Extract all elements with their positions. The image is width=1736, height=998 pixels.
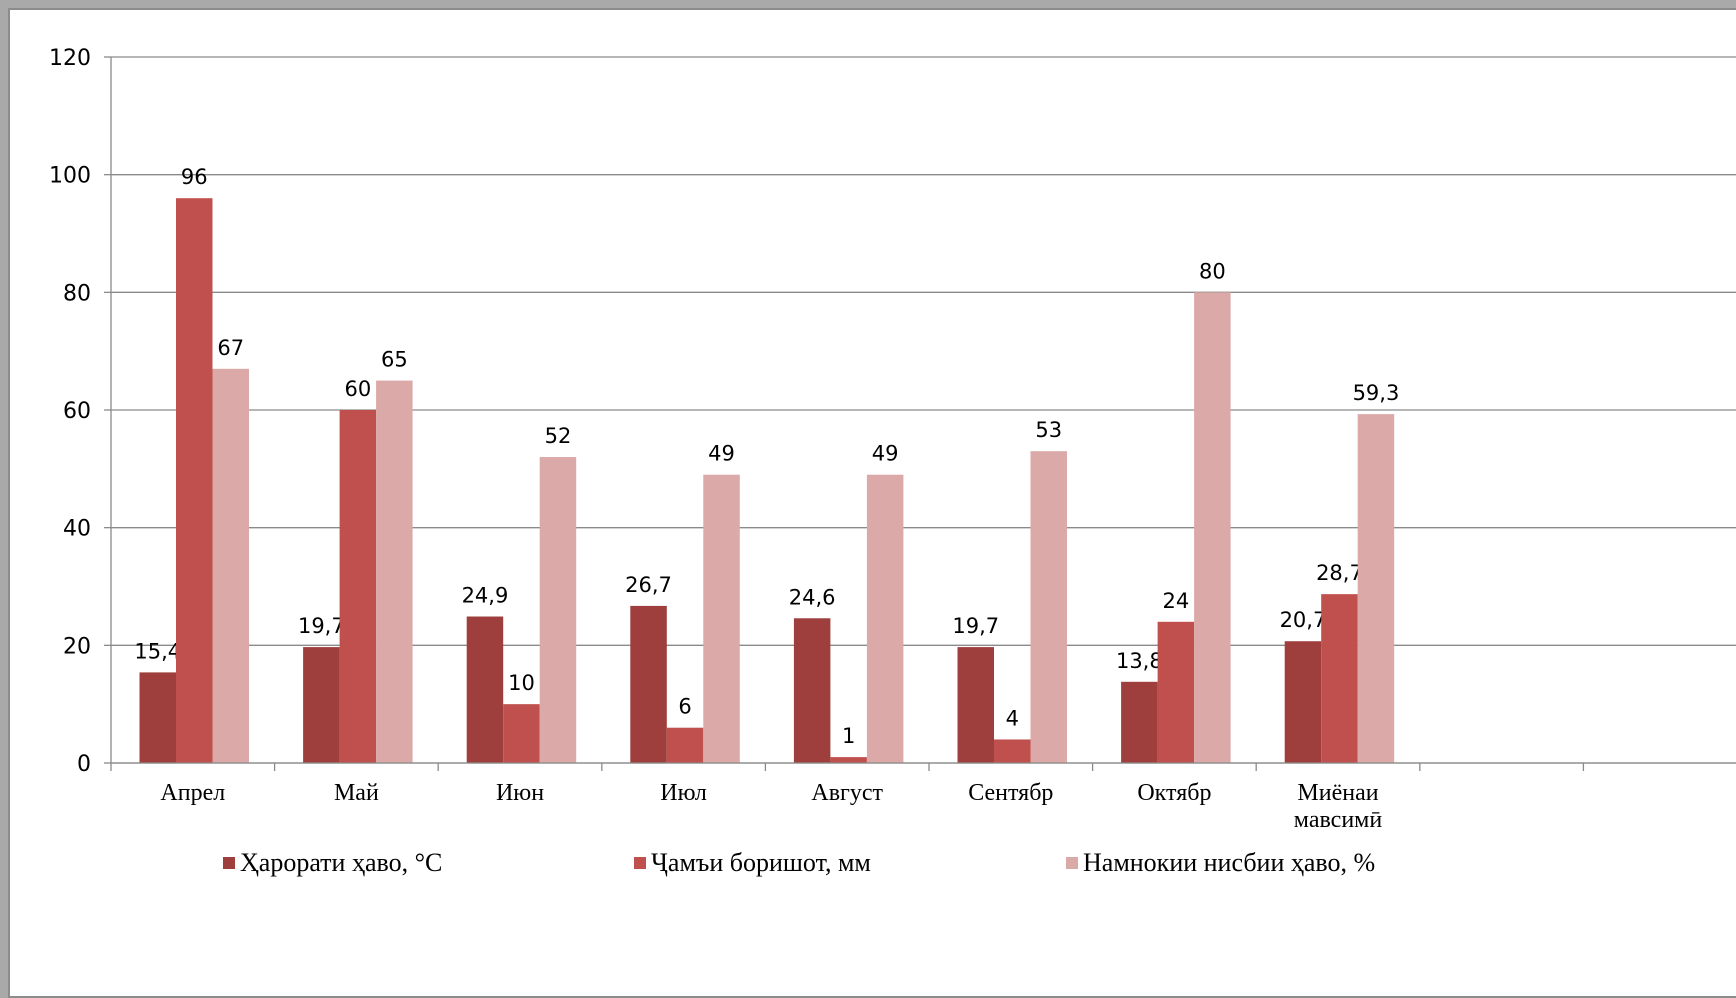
data-label: 4: [1006, 706, 1019, 730]
bar[interactable]: [866, 474, 904, 763]
bar[interactable]: [793, 618, 831, 763]
data-label: 65: [381, 348, 408, 372]
bar[interactable]: [303, 647, 340, 763]
data-label: 60: [344, 377, 371, 401]
y-tick-label: 0: [77, 752, 91, 777]
bar[interactable]: [1357, 414, 1395, 763]
bar[interactable]: [1121, 681, 1158, 763]
data-label: 6: [678, 695, 691, 719]
data-label: 49: [872, 442, 899, 466]
data-label: 26,7: [625, 573, 672, 597]
bar[interactable]: [1157, 621, 1195, 763]
x-tick-label: Апрел: [160, 780, 225, 806]
legend-label: Ҳарорати ҳаво, °С: [240, 848, 442, 877]
bar-chart: 0 20 40 60 80 100 120 15,4 96 67 Апрел 19,7 60 65 Май 2…: [49, 46, 1736, 877]
data-label: 67: [217, 336, 244, 360]
data-label: 49: [708, 442, 735, 466]
x-tick-label: Май: [334, 780, 379, 806]
bar[interactable]: [139, 672, 177, 763]
bar[interactable]: [539, 457, 577, 763]
bar[interactable]: [376, 380, 413, 763]
x-tick-label: Октябр: [1137, 780, 1211, 806]
y-tick-label: 100: [49, 164, 91, 189]
bar[interactable]: [1030, 451, 1068, 763]
bar[interactable]: [212, 368, 250, 763]
bar[interactable]: [666, 727, 704, 763]
bar[interactable]: [994, 739, 1031, 763]
legend-swatch: [634, 857, 646, 869]
x-tick-label: Сентябр: [968, 780, 1053, 806]
data-label: 53: [1035, 418, 1062, 442]
legend-label: Намнокии нисбии ҳаво, %: [1083, 848, 1375, 877]
data-label: 28,7: [1316, 561, 1363, 585]
data-label: 96: [181, 165, 208, 189]
legend-swatch: [1066, 857, 1078, 869]
x-tick-label: Миёнаи мавсимӣ: [1294, 780, 1383, 833]
data-label: 13,8: [1116, 649, 1163, 673]
data-label: 19,7: [952, 614, 999, 638]
y-tick-label: 80: [63, 281, 91, 306]
legend-swatch: [223, 857, 235, 869]
data-label: 59,3: [1353, 381, 1400, 405]
bar[interactable]: [703, 474, 740, 763]
data-label: 10: [508, 671, 535, 695]
chart-frame: 0 20 40 60 80 100 120 15,4 96 67 Апрел 19,7 60 65 Май 2…: [8, 8, 1736, 998]
bar[interactable]: [339, 410, 377, 763]
bar[interactable]: [466, 616, 504, 763]
data-label: 24,6: [789, 585, 836, 609]
x-tick-label: Июл: [660, 780, 707, 806]
bar[interactable]: [503, 704, 540, 763]
x-tick-label: Июн: [496, 780, 544, 806]
y-tick-label: 40: [63, 517, 91, 542]
data-label: 15,4: [134, 639, 181, 663]
legend-label: Ҷамъи боришот, мм: [651, 848, 871, 877]
data-label: 52: [545, 424, 572, 448]
bar[interactable]: [1284, 641, 1322, 763]
bar[interactable]: [176, 198, 213, 763]
data-label: 24: [1162, 589, 1189, 613]
y-tick-label: 60: [63, 399, 91, 424]
data-label: 24,9: [462, 584, 509, 608]
y-tick-label: 120: [49, 46, 91, 71]
bar[interactable]: [1194, 292, 1231, 763]
y-tick-label: 20: [63, 634, 91, 659]
data-label: 1: [842, 724, 855, 748]
data-label: 19,7: [298, 614, 345, 638]
bar[interactable]: [1321, 594, 1358, 763]
data-label: 20,7: [1280, 608, 1327, 632]
bar[interactable]: [630, 605, 667, 763]
data-label: 80: [1199, 259, 1226, 283]
x-tick-label: Август: [811, 780, 883, 806]
bar[interactable]: [957, 647, 995, 763]
bar[interactable]: [830, 757, 867, 763]
